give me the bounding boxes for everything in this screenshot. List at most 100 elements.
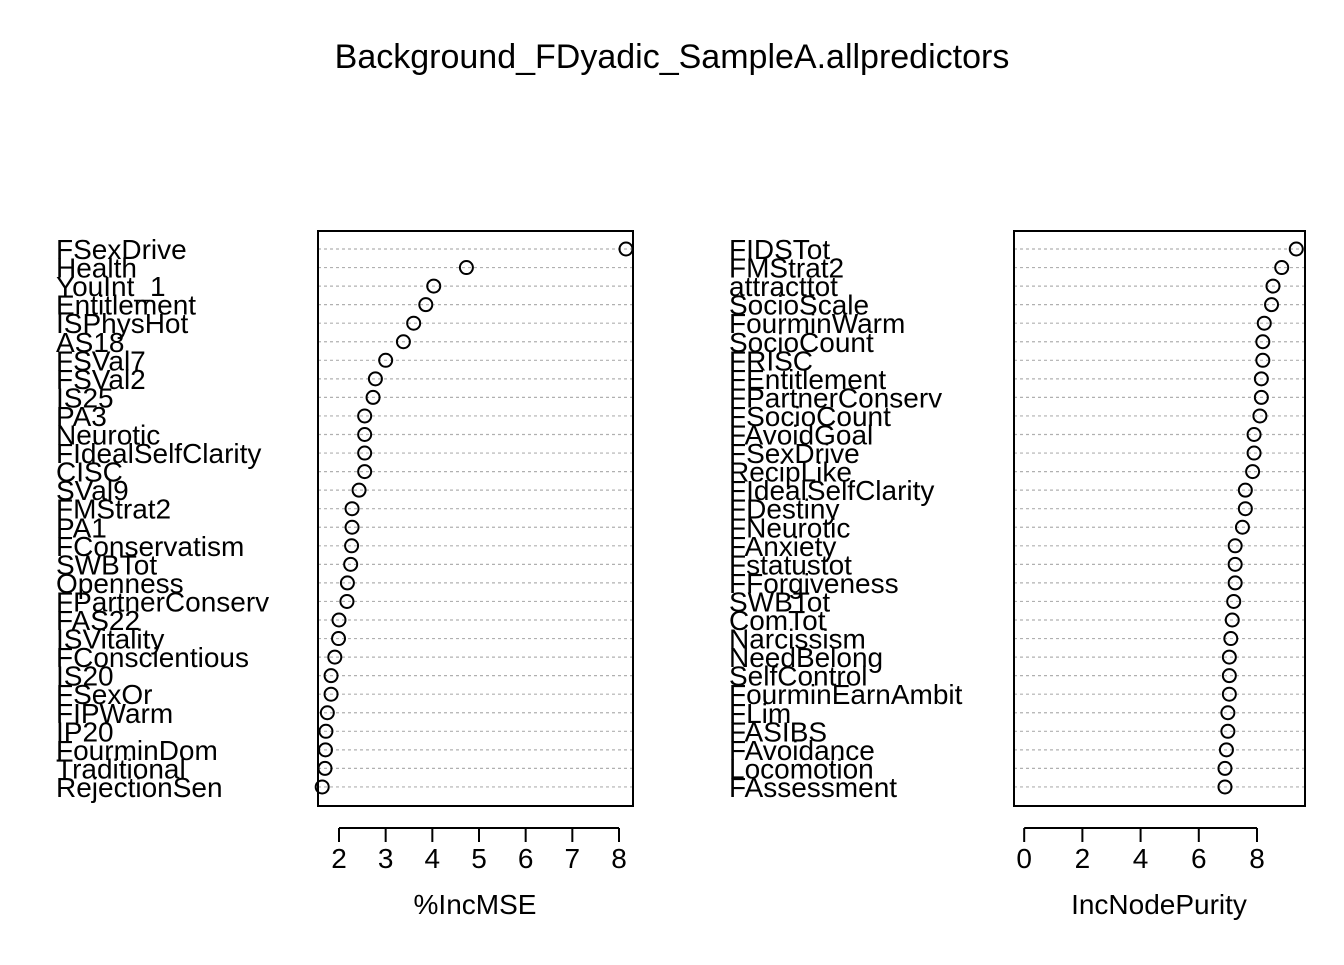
category-label: SocioScale xyxy=(729,290,869,321)
data-point xyxy=(339,575,355,591)
category-label: SocioCount xyxy=(729,327,874,358)
data-point xyxy=(357,408,373,424)
data-point xyxy=(1237,482,1253,498)
category-label: PA1 xyxy=(56,512,107,543)
category-label: Health xyxy=(56,253,137,284)
data-point xyxy=(351,482,367,498)
data-point xyxy=(327,649,343,665)
category-label: FAvoidance xyxy=(729,735,875,766)
category-label: FConscientious xyxy=(56,642,249,673)
category-label: FourminEarnAmbit xyxy=(729,679,963,710)
data-point xyxy=(1227,538,1243,554)
category-label: FConservatism xyxy=(56,531,244,562)
category-label: FSVal2 xyxy=(56,364,146,395)
x-tick-label: 2 xyxy=(1075,843,1091,874)
data-point xyxy=(1224,612,1240,628)
x-tick-label: 4 xyxy=(1133,843,1149,874)
category-label: Openness xyxy=(56,568,184,599)
category-label: IP20 xyxy=(56,716,114,747)
data-point xyxy=(314,779,330,795)
category-label: FourminDom xyxy=(56,735,218,766)
category-label: SWBTot xyxy=(56,549,157,580)
data-point xyxy=(1220,723,1236,739)
plot-frame xyxy=(317,230,634,807)
category-label: FSexOr xyxy=(56,679,152,710)
data-point xyxy=(1253,389,1269,405)
category-label: FPartnerConserv xyxy=(729,382,942,413)
category-label: FDestiny xyxy=(729,494,839,525)
chart-title: Background_FDyadic_SampleA.allpredictors xyxy=(335,38,1010,76)
data-point xyxy=(1221,668,1237,684)
plot-frame xyxy=(1013,230,1306,807)
data-point xyxy=(1256,315,1272,331)
data-point xyxy=(323,668,339,684)
category-label: FAvoidGoal xyxy=(729,420,873,451)
x-tick-label: 2 xyxy=(331,843,347,874)
data-point xyxy=(357,464,373,480)
data-point xyxy=(1288,241,1304,257)
data-point xyxy=(1255,334,1271,350)
category-label: FNeurotic xyxy=(729,512,850,543)
data-point xyxy=(331,612,347,628)
x-axis-title: IncNodePurity xyxy=(1071,889,1247,920)
category-label: SWBTot xyxy=(729,586,830,617)
data-point xyxy=(1223,631,1239,647)
data-point xyxy=(343,556,359,572)
category-label: FSocioCount xyxy=(729,401,891,432)
panel-incnodepurity: FIDSTotFMStrat2attracttotSocioScaleFourm… xyxy=(729,230,1306,920)
data-point xyxy=(458,260,474,276)
category-label: attracttot xyxy=(729,271,838,302)
x-tick-label: 6 xyxy=(518,843,534,874)
data-point xyxy=(395,334,411,350)
data-point xyxy=(1255,352,1271,368)
data-point xyxy=(1237,501,1253,517)
x-tick-label: 8 xyxy=(1249,843,1265,874)
category-label: FMStrat2 xyxy=(729,253,844,284)
category-label: FRISC xyxy=(729,345,813,376)
category-label: RecipLike xyxy=(729,457,852,488)
category-label: FIdealSelfClarity xyxy=(729,475,934,506)
x-tick-label: 5 xyxy=(471,843,487,874)
category-label: FAnxiety xyxy=(729,531,836,562)
x-axis-title: %IncMSE xyxy=(414,889,537,920)
data-point xyxy=(357,445,373,461)
data-point xyxy=(1246,445,1262,461)
data-point xyxy=(406,315,422,331)
category-label: NeedBelong xyxy=(729,642,883,673)
panel-incmse: FSexDriveHealthYouInt_1EntitlementISPhys… xyxy=(56,230,634,920)
category-label: FEntitlement xyxy=(729,364,886,395)
data-point xyxy=(1221,649,1237,665)
x-tick-label: 0 xyxy=(1016,843,1032,874)
category-label: FAssessment xyxy=(729,772,897,803)
x-tick-label: 8 xyxy=(611,843,627,874)
data-point xyxy=(365,389,381,405)
data-point xyxy=(344,519,360,535)
data-point xyxy=(1227,556,1243,572)
category-label: SVal9 xyxy=(56,475,129,506)
data-point xyxy=(1245,464,1261,480)
category-label: CISC xyxy=(56,457,123,488)
category-label: FLim xyxy=(729,698,791,729)
data-point xyxy=(426,278,442,294)
x-tick-label: 7 xyxy=(565,843,581,874)
category-label: FMStrat2 xyxy=(56,494,171,525)
data-point xyxy=(319,705,335,721)
category-label: PA3 xyxy=(56,401,107,432)
data-point xyxy=(1253,371,1269,387)
category-label: FSexDrive xyxy=(56,234,187,265)
category-label: Neurotic xyxy=(56,420,160,451)
category-label: FSVal7 xyxy=(56,345,146,376)
data-point xyxy=(1218,742,1234,758)
data-point xyxy=(1264,297,1280,313)
data-point xyxy=(331,631,347,647)
category-label: IS20 xyxy=(56,661,114,692)
data-point xyxy=(344,538,360,554)
x-tick-label: 6 xyxy=(1191,843,1207,874)
category-label: ComTot xyxy=(729,605,826,636)
data-point xyxy=(1234,519,1250,535)
category-label: Narcissism xyxy=(729,624,866,655)
x-tick-label: 4 xyxy=(425,843,441,874)
